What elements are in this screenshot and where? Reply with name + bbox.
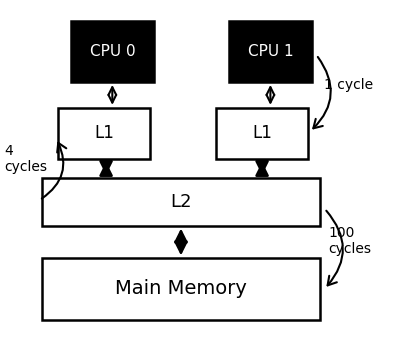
Text: 1 cycle: 1 cycle (324, 79, 374, 92)
Text: 100
cycles: 100 cycles (329, 226, 371, 256)
Text: L1: L1 (94, 124, 114, 142)
FancyArrowPatch shape (42, 143, 66, 198)
Text: L2: L2 (170, 193, 192, 211)
Text: CPU 1: CPU 1 (248, 44, 293, 59)
FancyBboxPatch shape (71, 21, 154, 82)
FancyBboxPatch shape (229, 21, 312, 82)
Text: Main Memory: Main Memory (115, 279, 247, 299)
FancyBboxPatch shape (58, 108, 150, 159)
FancyBboxPatch shape (42, 258, 320, 320)
FancyBboxPatch shape (42, 178, 320, 226)
Text: 4
cycles: 4 cycles (4, 144, 47, 174)
FancyArrowPatch shape (313, 57, 331, 128)
Text: CPU 0: CPU 0 (89, 44, 135, 59)
Text: L1: L1 (252, 124, 272, 142)
FancyBboxPatch shape (216, 108, 308, 159)
FancyArrowPatch shape (326, 211, 343, 285)
